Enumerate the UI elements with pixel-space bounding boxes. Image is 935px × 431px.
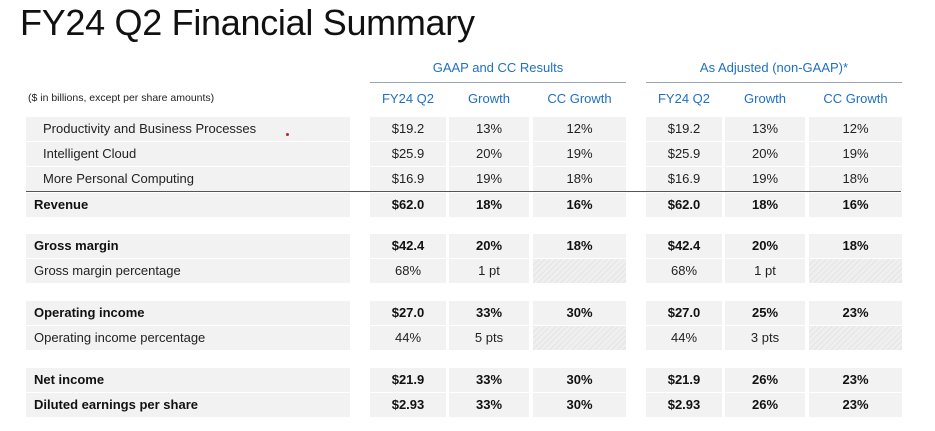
adj-cc-growth-value: 19%: [809, 142, 902, 166]
row-label: Net income: [26, 368, 350, 392]
page-title: FY24 Q2 Financial Summary: [20, 2, 475, 43]
adj-growth-value: 1 pt: [725, 259, 805, 283]
table-row: Operating income percentage 44% 5 pts 44…: [26, 326, 902, 350]
adj-growth-value: 20%: [725, 234, 805, 258]
col-gaap-fy24q2: FY24 Q2: [381, 91, 435, 106]
table-row: Net income $21.9 33% 30% $21.9 26% 23%: [26, 368, 902, 392]
adjusted-group-heading: As Adjusted (non-GAAP)*: [699, 60, 849, 75]
gaap-cc-growth-empty: [533, 259, 626, 283]
gaap-fy24q2-value: $21.9: [370, 368, 446, 392]
table-row: Diluted earnings per share $2.93 33% 30%…: [26, 393, 902, 417]
gaap-fy24q2-value: $42.4: [370, 234, 446, 258]
adj-cc-growth-value: 18%: [809, 167, 902, 191]
adj-growth-value: 26%: [725, 393, 805, 417]
adj-cc-growth-value: 23%: [809, 301, 902, 325]
adj-cc-growth-value: 23%: [809, 393, 902, 417]
gaap-cc-growth-value: 30%: [533, 301, 626, 325]
col-gaap-growth: Growth: [468, 91, 510, 106]
row-label: Gross margin: [26, 234, 350, 258]
gaap-cc-growth-value: 18%: [533, 234, 626, 258]
adj-fy24q2-value: 68%: [646, 259, 722, 283]
adj-growth-value: 18%: [725, 193, 805, 217]
gaap-fy24q2-value: $27.0: [370, 301, 446, 325]
adj-cc-growth-empty: [809, 326, 902, 350]
row-label: Productivity and Business Processes: [26, 117, 350, 141]
gaap-fy24q2-value: $62.0: [370, 193, 446, 217]
gaap-cc-growth-value: 19%: [533, 142, 626, 166]
gaap-growth-value: 33%: [449, 301, 529, 325]
gaap-cc-growth-value: 30%: [533, 393, 626, 417]
gaap-growth-value: 18%: [449, 193, 529, 217]
gaap-fy24q2-value: $2.93: [370, 393, 446, 417]
col-adj-fy24q2: FY24 Q2: [657, 91, 711, 106]
row-label: Intelligent Cloud: [26, 142, 350, 166]
table-row: More Personal Computing $16.9 19% 18% $1…: [26, 167, 902, 191]
gaap-growth-value: 33%: [449, 393, 529, 417]
adj-fy24q2-value: $42.4: [646, 234, 722, 258]
gaap-growth-value: 20%: [449, 234, 529, 258]
table-row: Productivity and Business Processes $19.…: [26, 117, 902, 141]
gaap-growth-value: 5 pts: [449, 326, 529, 350]
table-row: Intelligent Cloud $25.9 20% 19% $25.9 20…: [26, 142, 902, 166]
gaap-cc-growth-value: 16%: [533, 193, 626, 217]
adj-cc-growth-empty: [809, 259, 902, 283]
row-label: Operating income: [26, 301, 350, 325]
gaap-fy24q2-value: $19.2: [370, 117, 446, 141]
gaap-growth-value: 19%: [449, 167, 529, 191]
revenue-divider: [26, 191, 901, 192]
adj-growth-value: 25%: [725, 301, 805, 325]
gaap-growth-value: 1 pt: [449, 259, 529, 283]
gaap-growth-value: 33%: [449, 368, 529, 392]
adj-fy24q2-value: $16.9: [646, 167, 722, 191]
gaap-fy24q2-value: 68%: [370, 259, 446, 283]
adj-fy24q2-value: $27.0: [646, 301, 722, 325]
adj-cc-growth-value: 12%: [809, 117, 902, 141]
adj-cc-growth-value: 23%: [809, 368, 902, 392]
row-label: Gross margin percentage: [26, 259, 350, 283]
adj-cc-growth-value: 18%: [809, 234, 902, 258]
adj-growth-value: 19%: [725, 167, 805, 191]
row-label: Operating income percentage: [26, 326, 350, 350]
adj-cc-growth-value: 16%: [809, 193, 902, 217]
stray-mark: [286, 133, 289, 136]
adj-growth-value: 13%: [725, 117, 805, 141]
gaap-fy24q2-value: $16.9: [370, 167, 446, 191]
gaap-group-heading: GAAP and CC Results: [432, 60, 564, 75]
gaap-fy24q2-value: 44%: [370, 326, 446, 350]
table-row: Operating income $27.0 33% 30% $27.0 25%…: [26, 301, 902, 325]
adj-fy24q2-value: $62.0: [646, 193, 722, 217]
gaap-cc-growth-value: 12%: [533, 117, 626, 141]
gaap-cc-growth-value: 30%: [533, 368, 626, 392]
adj-fy24q2-value: 44%: [646, 326, 722, 350]
gaap-growth-value: 13%: [449, 117, 529, 141]
row-label: Diluted earnings per share: [26, 393, 350, 417]
adj-growth-value: 26%: [725, 368, 805, 392]
col-adj-cc-growth: CC Growth: [823, 91, 888, 106]
gaap-cc-growth-empty: [533, 326, 626, 350]
gaap-growth-value: 20%: [449, 142, 529, 166]
adj-fy24q2-value: $19.2: [646, 117, 722, 141]
adj-fy24q2-value: $2.93: [646, 393, 722, 417]
adj-fy24q2-value: $25.9: [646, 142, 722, 166]
gaap-group-divider: [370, 82, 626, 83]
row-label: More Personal Computing: [26, 167, 350, 191]
table-row: Revenue $62.0 18% 16% $62.0 18% 16%: [26, 193, 902, 217]
adjusted-group-divider: [646, 82, 902, 83]
gaap-cc-growth-value: 18%: [533, 167, 626, 191]
table-row: Gross margin $42.4 20% 18% $42.4 20% 18%: [26, 234, 902, 258]
adj-fy24q2-value: $21.9: [646, 368, 722, 392]
col-adj-growth: Growth: [744, 91, 786, 106]
adj-growth-value: 20%: [725, 142, 805, 166]
table-row: Gross margin percentage 68% 1 pt 68% 1 p…: [26, 259, 902, 283]
gaap-fy24q2-value: $25.9: [370, 142, 446, 166]
adj-growth-value: 3 pts: [725, 326, 805, 350]
row-label: Revenue: [26, 193, 350, 217]
units-note: ($ in billions, except per share amounts…: [28, 92, 215, 104]
col-gaap-cc-growth: CC Growth: [547, 91, 612, 106]
